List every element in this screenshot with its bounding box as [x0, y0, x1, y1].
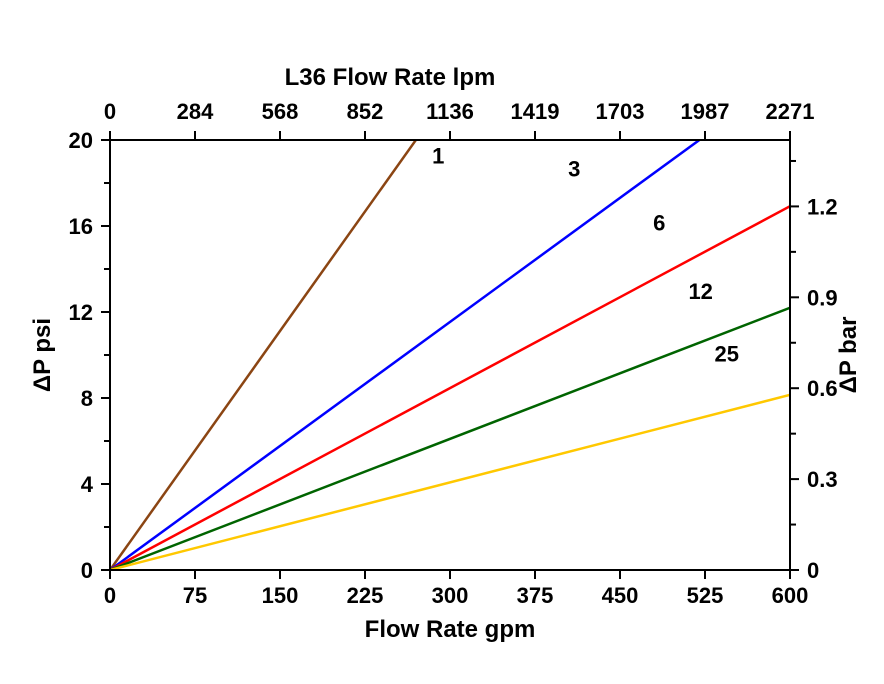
- x-top-tick-label: 1419: [511, 99, 560, 124]
- x-bottom-tick-label: 600: [772, 583, 809, 608]
- series-label-6: 6: [653, 210, 665, 235]
- y-right-tick-label: 0: [807, 558, 819, 583]
- series-label-3: 3: [568, 157, 580, 182]
- x-bottom-tick-label: 525: [687, 583, 724, 608]
- x-top-tick-label: 852: [347, 99, 384, 124]
- x-bottom-tick-label: 375: [517, 583, 554, 608]
- x-top-tick-label: 1987: [681, 99, 730, 124]
- chart-title-top: L36 Flow Rate lpm: [285, 64, 496, 91]
- x-top-tick-label: 568: [262, 99, 299, 124]
- series-label-1: 1: [432, 144, 444, 169]
- y-right-axis-label: ΔP bar: [835, 317, 862, 394]
- y-right-tick-label: 0.6: [807, 376, 838, 401]
- x-top-tick-label: 0: [104, 99, 116, 124]
- x-bottom-tick-label: 150: [262, 583, 299, 608]
- x-top-tick-label: 2271: [766, 99, 815, 124]
- y-right-tick-label: 1.2: [807, 194, 838, 219]
- x-bottom-tick-label: 450: [602, 583, 639, 608]
- x-bottom-tick-label: 300: [432, 583, 469, 608]
- y-left-tick-label: 4: [81, 472, 94, 497]
- chart-container: 075150225300375450525600Flow Rate gpm028…: [0, 0, 884, 684]
- x-bottom-tick-label: 225: [347, 583, 384, 608]
- x-bottom-axis-label: Flow Rate gpm: [365, 616, 536, 643]
- x-top-tick-label: 1136: [426, 99, 474, 124]
- x-bottom-tick-label: 75: [183, 583, 207, 608]
- x-bottom-tick-label: 0: [104, 583, 116, 608]
- y-left-tick-label: 16: [69, 214, 93, 239]
- x-top-tick-label: 1703: [596, 99, 645, 124]
- pressure-drop-chart: 075150225300375450525600Flow Rate gpm028…: [0, 0, 884, 684]
- y-right-tick-label: 0.9: [807, 285, 838, 310]
- y-left-tick-label: 12: [69, 300, 93, 325]
- y-left-tick-label: 8: [81, 386, 93, 411]
- x-top-tick-label: 284: [177, 99, 214, 124]
- y-right-tick-label: 0.3: [807, 467, 838, 492]
- y-left-axis-label: ΔP psi: [29, 318, 56, 392]
- y-left-tick-label: 20: [69, 128, 93, 153]
- series-label-12: 12: [688, 279, 712, 304]
- y-left-tick-label: 0: [81, 558, 93, 583]
- series-label-25: 25: [715, 341, 739, 366]
